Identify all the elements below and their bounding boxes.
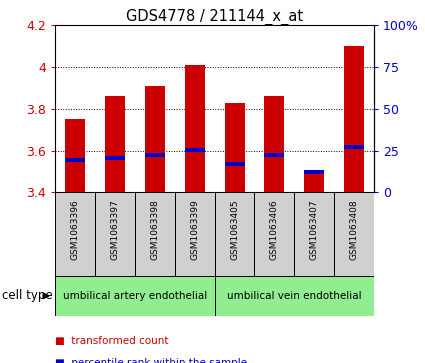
Bar xyxy=(255,192,294,276)
Text: GSM1063398: GSM1063398 xyxy=(150,199,159,260)
Bar xyxy=(55,276,215,316)
Bar xyxy=(304,170,324,174)
Text: ■  percentile rank within the sample: ■ percentile rank within the sample xyxy=(55,358,247,363)
Text: GSM1063408: GSM1063408 xyxy=(350,199,359,260)
Bar xyxy=(304,171,324,192)
Text: umbilical vein endothelial: umbilical vein endothelial xyxy=(227,291,362,301)
Bar xyxy=(145,153,165,157)
Bar xyxy=(175,192,215,276)
Bar xyxy=(185,65,205,192)
Bar xyxy=(105,96,125,192)
Bar xyxy=(65,158,85,162)
Bar xyxy=(224,103,244,192)
Bar xyxy=(264,153,284,157)
Text: GSM1063397: GSM1063397 xyxy=(110,199,119,260)
Bar xyxy=(135,192,175,276)
Bar xyxy=(344,145,364,149)
Text: ■  transformed count: ■ transformed count xyxy=(55,336,169,346)
Bar xyxy=(55,192,95,276)
Bar xyxy=(215,192,255,276)
Text: GSM1063396: GSM1063396 xyxy=(71,199,79,260)
Bar xyxy=(334,192,374,276)
Bar xyxy=(105,156,125,160)
Bar xyxy=(224,162,244,166)
Text: GSM1063405: GSM1063405 xyxy=(230,199,239,260)
Bar xyxy=(185,148,205,152)
Text: GSM1063399: GSM1063399 xyxy=(190,199,199,260)
Bar xyxy=(145,86,165,192)
Title: GDS4778 / 211144_x_at: GDS4778 / 211144_x_at xyxy=(126,9,303,25)
Bar xyxy=(95,192,135,276)
Bar xyxy=(264,96,284,192)
Bar xyxy=(294,192,334,276)
Bar xyxy=(344,46,364,192)
Text: GSM1063406: GSM1063406 xyxy=(270,199,279,260)
Bar xyxy=(215,276,374,316)
Text: cell type: cell type xyxy=(2,289,53,302)
Text: GSM1063407: GSM1063407 xyxy=(310,199,319,260)
Text: umbilical artery endothelial: umbilical artery endothelial xyxy=(63,291,207,301)
Bar xyxy=(65,119,85,192)
